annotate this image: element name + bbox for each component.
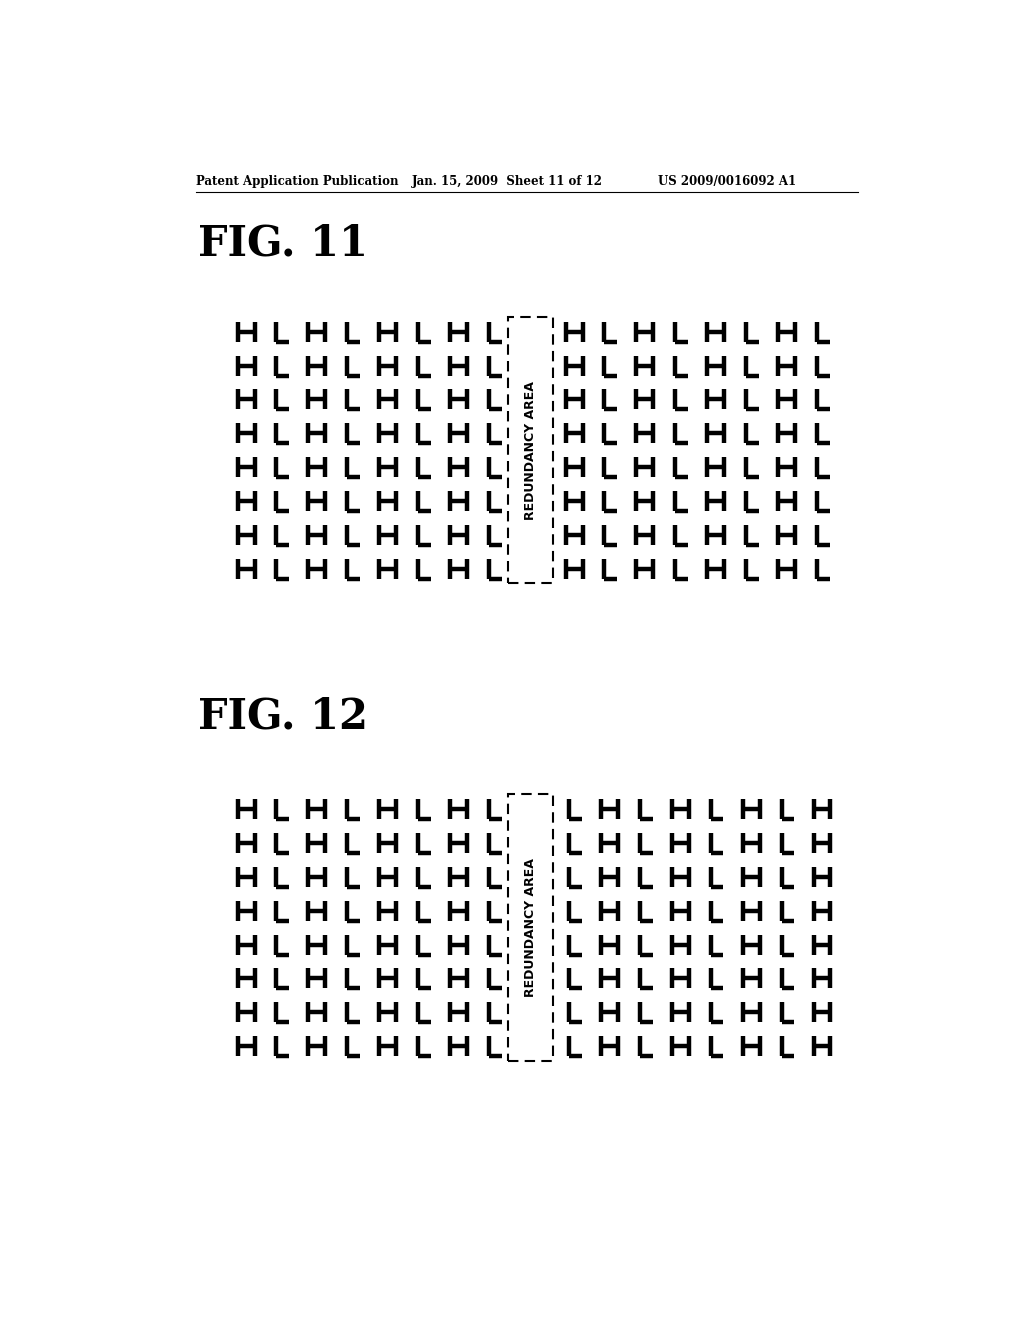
- Text: Jan. 15, 2009  Sheet 11 of 12: Jan. 15, 2009 Sheet 11 of 12: [412, 176, 602, 187]
- Text: US 2009/0016092 A1: US 2009/0016092 A1: [658, 176, 796, 187]
- Bar: [508, 795, 553, 1061]
- Bar: [508, 317, 553, 583]
- Text: REDUNDANCY AREA: REDUNDANCY AREA: [523, 380, 537, 520]
- Text: FIG. 12: FIG. 12: [199, 696, 369, 738]
- Text: FIG. 11: FIG. 11: [199, 222, 369, 264]
- Text: Patent Application Publication: Patent Application Publication: [196, 176, 398, 187]
- Text: REDUNDANCY AREA: REDUNDANCY AREA: [523, 858, 537, 997]
